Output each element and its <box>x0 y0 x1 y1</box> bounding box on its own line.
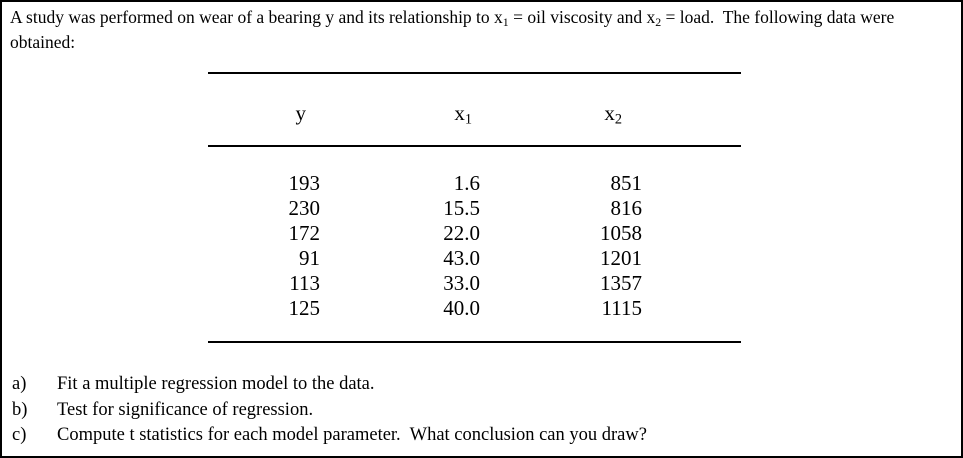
question-text: Test for significance of regression. <box>57 399 314 420</box>
table-row: 113 33.0 1357 <box>208 271 741 296</box>
column-header-x1: x1 <box>320 101 480 128</box>
column-header-x1-subscript: 1 <box>464 111 472 128</box>
column-header-x1-label: x <box>454 101 465 125</box>
table-header-row: y x1 x2 <box>208 74 741 147</box>
column-header-x2-subscript: 2 <box>614 111 622 128</box>
intro-subscript-2: 2 <box>655 14 662 29</box>
cell-x2: 1115 <box>601 296 642 320</box>
cell-y: 125 <box>288 296 321 320</box>
intro-subscript-1: 1 <box>502 14 509 29</box>
cell-y: 193 <box>288 171 321 195</box>
intro-text-1: A study was performed on wear of a beari… <box>10 7 503 27</box>
cell-y: 91 <box>299 246 320 270</box>
column-header-y: y <box>208 101 320 126</box>
column-header-x2-label: x <box>604 101 615 125</box>
cell-y: 230 <box>288 196 321 220</box>
column-header-x2: x2 <box>480 101 642 128</box>
cell-x1: 40.0 <box>443 296 480 320</box>
cell-x1: 33.0 <box>443 271 480 295</box>
question-label: c) <box>12 425 27 445</box>
table-row: 172 22.0 1058 <box>208 221 741 246</box>
cell-x2: 851 <box>610 171 643 195</box>
data-table: y x1 x2 193 1.6 851 230 15.5 816 172 22.… <box>208 72 741 343</box>
column-header-y-label: y <box>295 101 307 125</box>
table-row: 91 43.0 1201 <box>208 246 741 271</box>
table-body: 193 1.6 851 230 15.5 816 172 22.0 1058 9… <box>208 147 741 341</box>
intro-text-2: = oil viscosity and x <box>508 7 656 27</box>
question-text: Compute t statistics for each model para… <box>57 425 647 445</box>
table-row: 193 1.6 851 <box>208 171 741 196</box>
question-item-a: a) Fit a multiple regression model to th… <box>12 372 952 398</box>
question-label: a) <box>12 374 27 394</box>
cell-x2: 1357 <box>600 271 642 295</box>
problem-statement: A study was performed on wear of a beari… <box>10 5 958 55</box>
cell-y: 172 <box>288 221 321 245</box>
cell-x1: 15.5 <box>443 196 480 220</box>
table-row: 230 15.5 816 <box>208 196 741 221</box>
cell-x1: 1.6 <box>453 171 480 195</box>
cell-y: 113 <box>289 271 320 295</box>
question-label: b) <box>12 399 28 420</box>
cell-x1: 43.0 <box>443 246 480 270</box>
question-list: a) Fit a multiple regression model to th… <box>12 372 952 449</box>
intro-text-3: = load. The following data were obtained… <box>10 7 899 52</box>
question-text: Fit a multiple regression model to the d… <box>57 374 375 394</box>
question-item-b: b) Test for significance of regression. <box>12 398 952 424</box>
cell-x1: 22.0 <box>443 221 480 245</box>
table-row: 125 40.0 1115 <box>208 296 741 321</box>
cell-x2: 1058 <box>600 221 642 245</box>
question-item-c: c) Compute t statistics for each model p… <box>12 423 952 449</box>
cell-x2: 1201 <box>600 246 642 270</box>
cell-x2: 816 <box>610 196 643 220</box>
